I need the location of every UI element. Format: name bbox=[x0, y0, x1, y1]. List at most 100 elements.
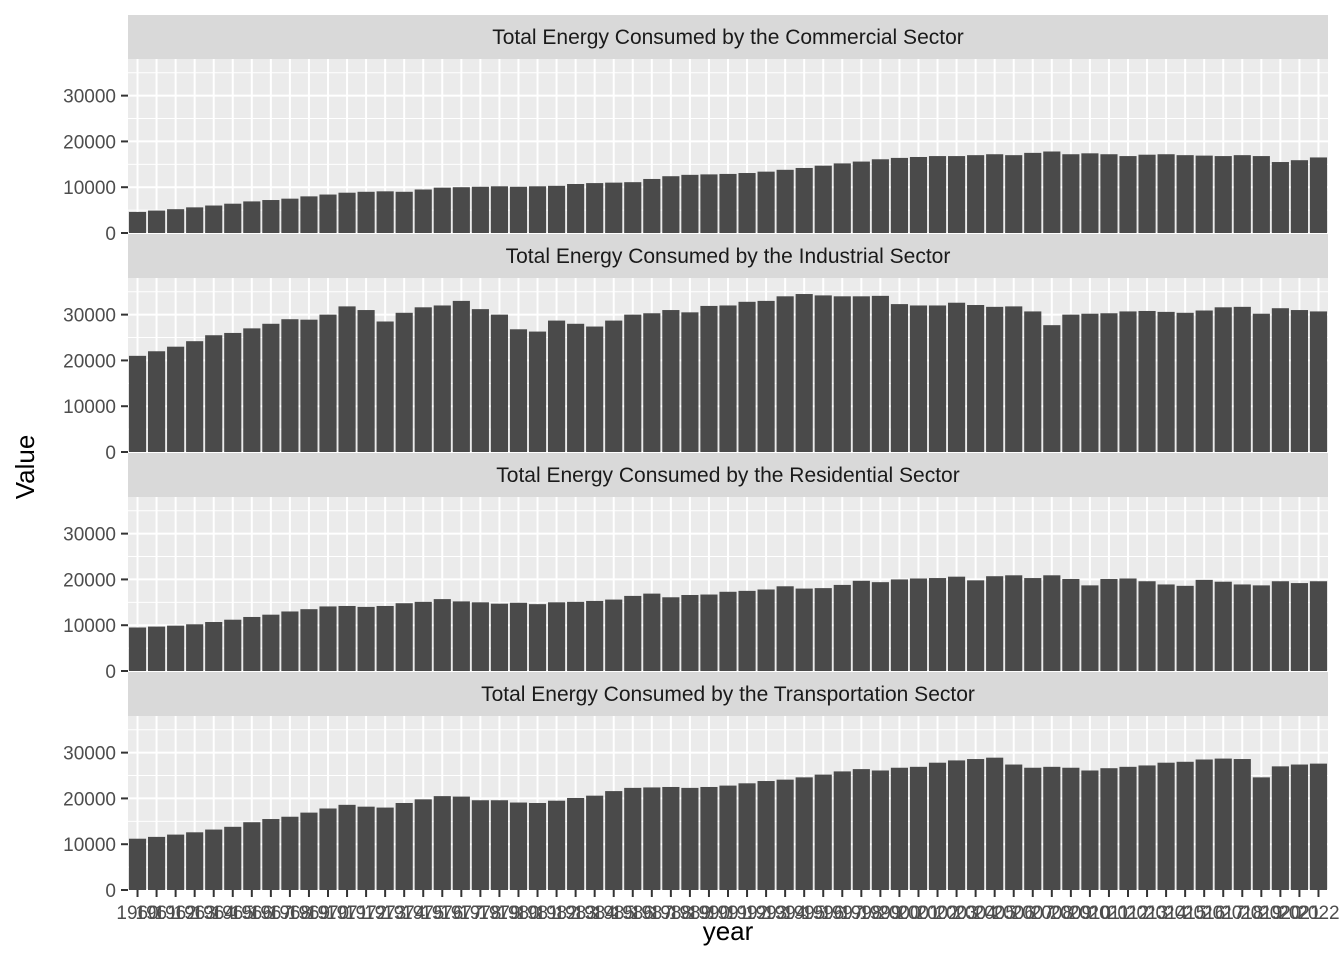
bar bbox=[986, 154, 1004, 233]
bar bbox=[967, 155, 985, 233]
bar bbox=[1119, 156, 1137, 233]
bar bbox=[967, 305, 985, 452]
bar bbox=[1157, 584, 1175, 671]
bar bbox=[509, 186, 528, 233]
bar bbox=[243, 616, 261, 671]
x-tick-label: 2016 bbox=[1183, 903, 1225, 924]
x-tick-label: 1972 bbox=[345, 903, 387, 924]
bar bbox=[776, 779, 794, 890]
x-tick-label: 2020 bbox=[1259, 903, 1301, 924]
bar bbox=[1157, 762, 1175, 890]
bar bbox=[148, 836, 166, 890]
bar bbox=[224, 619, 242, 671]
bar bbox=[605, 599, 623, 671]
bar bbox=[1195, 310, 1213, 452]
x-tick-label: 1990 bbox=[688, 903, 730, 924]
bar bbox=[567, 184, 585, 233]
bar bbox=[624, 182, 642, 233]
bar bbox=[624, 314, 642, 452]
facet-panel: Total Energy Consumed by the Residential… bbox=[63, 453, 1328, 683]
bar bbox=[624, 787, 642, 890]
bar bbox=[681, 594, 699, 671]
x-tick-label: 1992 bbox=[726, 903, 768, 924]
x-tick-label: 2006 bbox=[993, 903, 1035, 924]
bar bbox=[719, 591, 737, 671]
bar bbox=[852, 161, 870, 233]
bar bbox=[490, 314, 508, 452]
facet-title: Total Energy Consumed by the Residential… bbox=[496, 464, 959, 487]
x-tick-label: 1962 bbox=[154, 903, 196, 924]
bar bbox=[1100, 154, 1118, 233]
bar bbox=[433, 305, 451, 452]
bar bbox=[681, 787, 699, 890]
x-tick-label: 2008 bbox=[1031, 903, 1073, 924]
x-tick-label: 1973 bbox=[364, 903, 406, 924]
bar bbox=[662, 310, 680, 452]
bar bbox=[757, 589, 775, 671]
bar bbox=[948, 576, 966, 671]
bar bbox=[186, 341, 204, 452]
x-tick-label: 2002 bbox=[916, 903, 958, 924]
bar bbox=[357, 606, 375, 671]
bar bbox=[1271, 162, 1289, 233]
bar bbox=[128, 355, 147, 452]
bar bbox=[281, 198, 299, 233]
bar bbox=[776, 169, 794, 233]
bar bbox=[414, 189, 432, 233]
bar bbox=[1024, 152, 1042, 233]
bar bbox=[205, 829, 223, 890]
bar bbox=[395, 603, 413, 671]
bar bbox=[300, 196, 318, 233]
bar bbox=[1119, 578, 1137, 671]
bar bbox=[1119, 766, 1137, 890]
bar bbox=[528, 803, 547, 890]
bar bbox=[700, 594, 718, 671]
bar bbox=[1195, 155, 1213, 233]
bar bbox=[1271, 581, 1289, 671]
bar bbox=[262, 200, 280, 233]
bar bbox=[1271, 308, 1289, 452]
bar bbox=[300, 609, 318, 671]
bar bbox=[167, 209, 185, 233]
y-tick-label: 10000 bbox=[63, 397, 116, 418]
x-tick-label: 1979 bbox=[478, 903, 520, 924]
bar bbox=[548, 320, 566, 452]
y-tick-label: 20000 bbox=[63, 351, 116, 372]
x-tick-label: 1988 bbox=[650, 903, 692, 924]
bar bbox=[1309, 763, 1328, 890]
bar bbox=[509, 602, 528, 671]
bar bbox=[871, 770, 889, 890]
bar bbox=[681, 312, 699, 452]
bar bbox=[376, 191, 394, 233]
bar bbox=[1081, 153, 1099, 233]
y-axis-title: Value bbox=[10, 435, 40, 500]
bar bbox=[319, 194, 337, 233]
y-tick-label: 10000 bbox=[63, 835, 116, 856]
bar bbox=[1100, 768, 1118, 890]
bar bbox=[605, 791, 623, 890]
bar bbox=[338, 306, 356, 452]
facet-strip bbox=[128, 15, 1328, 59]
x-tick-label: 1985 bbox=[593, 903, 635, 924]
bar bbox=[1252, 585, 1270, 671]
bar bbox=[224, 332, 242, 452]
bar bbox=[414, 307, 432, 452]
bar bbox=[909, 766, 928, 890]
bar bbox=[700, 305, 718, 452]
bar bbox=[1252, 777, 1270, 890]
y-tick-label: 30000 bbox=[63, 525, 116, 546]
bar bbox=[757, 300, 775, 452]
bar bbox=[186, 832, 204, 890]
bar bbox=[1043, 325, 1061, 452]
bar bbox=[890, 304, 908, 452]
bar bbox=[186, 624, 204, 671]
x-tick-label: 2000 bbox=[878, 903, 920, 924]
bar bbox=[471, 602, 489, 671]
bar bbox=[1062, 578, 1080, 671]
y-tick-label: 20000 bbox=[63, 789, 116, 810]
bar bbox=[338, 605, 356, 671]
bar bbox=[814, 295, 832, 452]
bar bbox=[357, 191, 375, 233]
x-tick-label: 2022 bbox=[1297, 903, 1339, 924]
bar bbox=[1290, 764, 1308, 890]
